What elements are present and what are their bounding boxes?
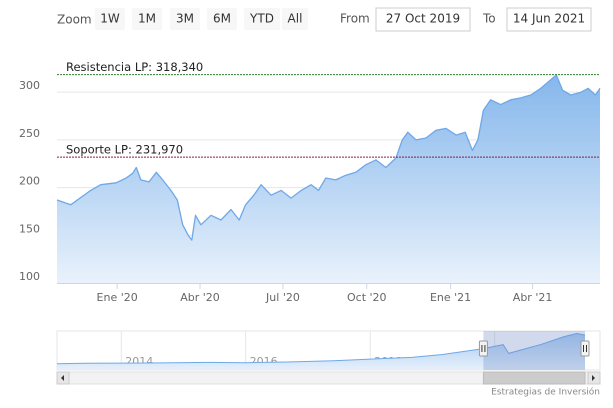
plot-line-label: Soporte LP: 231,970 — [66, 143, 183, 157]
x-tick-label: Ene '21 — [430, 291, 471, 304]
from-label: From — [340, 12, 370, 26]
zoom-button-label[interactable]: 3M — [176, 12, 194, 26]
x-tick-label: Abr '20 — [180, 291, 220, 304]
x-tick-label: Abr '21 — [513, 291, 553, 304]
range-selector: Zoom 1W 1M 3M 6M YTD All From 27 Oct 2019 To … — [57, 7, 592, 32]
y-tick-label: 250 — [19, 127, 40, 140]
zoom-button-label[interactable]: 1W — [100, 12, 120, 26]
x-tick-label: Ene '20 — [97, 291, 138, 304]
to-input[interactable] — [506, 7, 592, 32]
from-value[interactable]: 27 Oct 2019 — [386, 12, 460, 26]
x-tick-label: Jul '20 — [265, 291, 300, 304]
y-tick-label: 150 — [19, 222, 40, 235]
zoom-button[interactable] — [282, 8, 308, 30]
to-value[interactable]: 14 Jun 2021 — [513, 12, 585, 26]
y-tick-label: 100 — [19, 270, 40, 283]
zoom-button-label[interactable]: All — [288, 12, 303, 26]
area-fill — [57, 333, 585, 370]
zoom-button-label[interactable]: YTD — [249, 12, 274, 26]
area-line — [56, 74, 601, 241]
from-input[interactable] — [375, 7, 471, 32]
y-tick-label: 300 — [19, 79, 40, 92]
main-chart: 100 150 200 250 300 Ene '20 Abr '20 Jul '20 Oct … — [19, 60, 601, 304]
scrollbar-thumb[interactable] — [482, 371, 586, 385]
zoom-buttons: 1W 1M 3M 6M YTD All — [95, 8, 308, 30]
plot-line-label: Resistencia LP: 318,340 — [66, 60, 203, 74]
x-tick-label: Oct '20 — [347, 291, 387, 304]
credits: Estrategias de Inversión — [491, 387, 600, 398]
zoom-button-label[interactable]: 6M — [213, 12, 231, 26]
zoom-button[interactable] — [95, 8, 125, 30]
navigator-handle[interactable] — [580, 340, 590, 357]
area-line — [56, 333, 586, 365]
zoom-button[interactable] — [132, 8, 162, 30]
scrollbar-right-arrow — [592, 375, 595, 381]
to-label: To — [482, 12, 496, 26]
zoom-button[interactable] — [207, 8, 237, 30]
navigator: 2014201620182020 — [56, 330, 601, 385]
zoom-button[interactable] — [244, 8, 280, 30]
y-tick-label: 200 — [19, 175, 40, 188]
navigator-selection — [483, 331, 585, 370]
scrollbar-left-arrow — [61, 375, 64, 381]
zoom-button[interactable] — [170, 8, 200, 30]
zoom-button-label[interactable]: 1M — [138, 12, 156, 26]
navigator-handle[interactable] — [478, 340, 488, 357]
zoom-label: Zoom — [57, 13, 92, 27]
